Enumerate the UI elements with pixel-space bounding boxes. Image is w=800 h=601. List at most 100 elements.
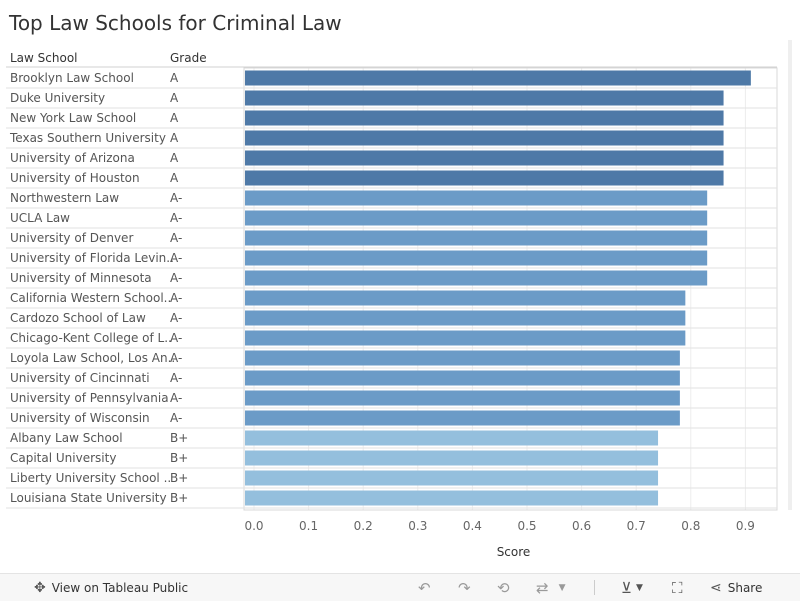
school-label: Cardozo School of Law [10, 311, 146, 325]
school-label: Northwestern Law [10, 191, 119, 205]
score-bar [245, 90, 724, 106]
share-label: Share [727, 580, 763, 595]
grade-label: B+ [170, 451, 188, 465]
school-label: New York Law School [10, 111, 136, 125]
column-header-law-school: Law School [10, 51, 78, 65]
x-tick-label: 0.5 [517, 519, 536, 533]
score-bar [245, 150, 724, 166]
chevron-down-icon: ▼ [558, 582, 566, 593]
view-on-tableau-button[interactable]: ✥ View on Tableau Public [34, 574, 188, 601]
grade-label: A- [170, 191, 182, 205]
score-bar [245, 370, 680, 386]
score-bar [245, 490, 659, 506]
x-tick-label: 0.2 [354, 519, 373, 533]
score-bar [245, 350, 680, 366]
x-tick-label: 0.0 [244, 519, 263, 533]
grade-label: A [170, 91, 179, 105]
grade-label: B+ [170, 471, 188, 485]
score-bar [245, 270, 708, 286]
score-bar [245, 70, 751, 86]
download-button[interactable]: ⊻ ▼ [621, 574, 643, 601]
grade-label: A- [170, 271, 182, 285]
grade-label: A- [170, 211, 182, 225]
column-header-grade: Grade [170, 51, 207, 65]
grade-label: A [170, 131, 179, 145]
score-bar [245, 390, 680, 406]
grade-label: A- [170, 411, 182, 425]
score-bar [245, 310, 686, 326]
fullscreen-button[interactable]: ⛶ [672, 574, 683, 601]
school-label: Texas Southern University [9, 131, 166, 145]
score-bar [245, 430, 659, 446]
grade-label: A [170, 71, 179, 85]
x-axis-title: Score [497, 545, 531, 559]
grade-label: A- [170, 251, 182, 265]
grade-label: A- [170, 231, 182, 245]
plot-frame [243, 67, 778, 511]
x-tick-label: 0.8 [681, 519, 700, 533]
score-bar [245, 230, 708, 246]
undo-icon: ↶ [418, 578, 431, 597]
school-label: Louisiana State University [10, 491, 167, 505]
refresh-icon: ⇄ [536, 578, 549, 597]
school-label: University of Florida Levin.. [10, 251, 174, 265]
school-label: Duke University [10, 91, 105, 105]
redo-button[interactable]: ↷ [458, 574, 471, 601]
grade-label: A [170, 171, 179, 185]
grade-label: A- [170, 311, 182, 325]
page-title: Top Law Schools for Criminal Law [9, 11, 342, 35]
revert-button[interactable]: ⟲ [497, 574, 510, 601]
school-label: University of Wisconsin [10, 411, 150, 425]
score-bar [245, 410, 680, 426]
refresh-button[interactable]: ⇄ ▼ [536, 574, 566, 601]
school-label: University of Houston [10, 171, 140, 185]
tableau-logo-icon: ✥ [34, 579, 46, 596]
grade-label: B+ [170, 491, 188, 505]
school-label: Albany Law School [10, 431, 123, 445]
bar-chart: Brooklyn Law School A Duke University A New … [6, 40, 792, 559]
school-label: California Western School.. [10, 291, 171, 305]
score-bar [245, 330, 686, 346]
redo-icon: ↷ [458, 578, 471, 597]
grade-label: A- [170, 391, 182, 405]
school-label: Liberty University School .. [10, 471, 171, 485]
grade-label: A- [170, 291, 182, 305]
score-bar [245, 130, 724, 146]
x-tick-label: 0.9 [736, 519, 755, 533]
x-tick-label: 0.7 [627, 519, 646, 533]
school-label: Loyola Law School, Los An.. [10, 351, 175, 365]
share-icon: ⋖ [710, 579, 722, 596]
score-bar [245, 110, 724, 126]
x-tick-label: 0.3 [408, 519, 427, 533]
score-bar [245, 250, 708, 266]
share-button[interactable]: ⋖ Share [710, 574, 762, 601]
grade-label: B+ [170, 431, 188, 445]
school-label: UCLA Law [10, 211, 70, 225]
grade-label: A- [170, 331, 182, 345]
grade-label: A- [170, 351, 182, 365]
score-bar [245, 290, 686, 306]
school-label: Chicago-Kent College of L.. [10, 331, 172, 345]
chevron-down-icon: ▼ [635, 582, 643, 593]
school-label: Brooklyn Law School [10, 71, 134, 85]
score-bar [245, 470, 659, 486]
revert-icon: ⟲ [497, 578, 510, 597]
score-bar [245, 450, 659, 466]
grade-label: A [170, 111, 179, 125]
school-label: University of Pennsylvania [10, 391, 169, 405]
school-label: University of Arizona [10, 151, 135, 165]
x-tick-label: 0.4 [463, 519, 482, 533]
grade-label: A [170, 151, 179, 165]
x-tick-label: 0.1 [299, 519, 318, 533]
view-on-tableau-label: View on Tableau Public [51, 580, 189, 595]
fullscreen-icon: ⛶ [672, 578, 683, 597]
toolbar-divider [594, 574, 595, 601]
school-label: Capital University [10, 451, 116, 465]
score-bar [245, 170, 724, 186]
school-label: University of Minnesota [10, 271, 152, 285]
score-bar [245, 210, 708, 226]
undo-button[interactable]: ↶ [418, 574, 431, 601]
x-tick-label: 0.6 [572, 519, 591, 533]
grade-label: A- [170, 371, 182, 385]
download-icon: ⊻ [621, 578, 632, 597]
